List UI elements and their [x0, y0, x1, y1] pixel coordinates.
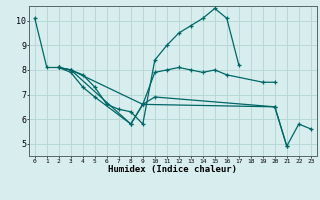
- X-axis label: Humidex (Indice chaleur): Humidex (Indice chaleur): [108, 165, 237, 174]
